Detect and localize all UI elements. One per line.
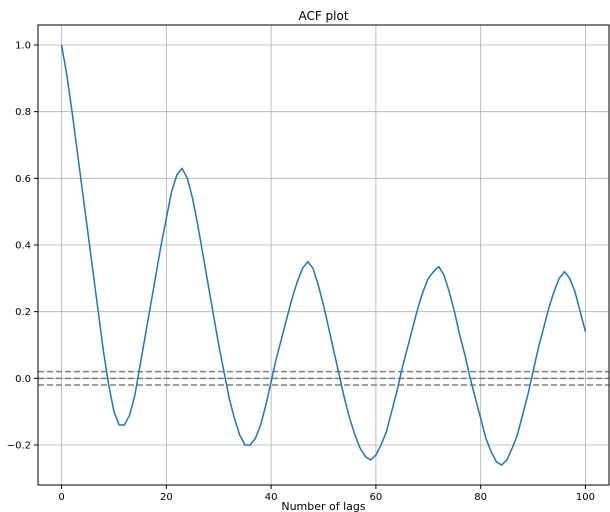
y-tick-label: 0.2 [15,307,31,318]
y-tick-label: 0.4 [15,241,31,252]
x-tick-label: 60 [370,492,383,503]
x-axis-title: Number of lags [281,500,366,512]
x-tick-label: 100 [576,492,595,503]
y-tick-label: 0.6 [15,174,31,185]
grid-lines [38,25,609,485]
series-layer [60,44,587,466]
y-tick-label: 0.8 [15,107,31,118]
y-axis-ticks: −0.2 0.0 0.2 0.4 0.6 0.8 1.0 [7,41,38,452]
y-tick-label: −0.2 [7,441,31,452]
plot-frame [37,24,610,486]
x-tick-label: 20 [160,492,173,503]
y-tick-label: 0.0 [15,374,31,385]
x-tick-label: 80 [474,492,487,503]
y-tick-label: 1.0 [15,41,31,52]
x-tick-label: 40 [265,492,278,503]
acf-series-line [60,44,587,466]
x-axis-ticks: 0 20 40 60 80 100 [58,485,595,503]
chart-title: ACF plot [298,9,348,23]
x-tick-label: 0 [58,492,64,503]
confidence-lines [38,370,609,386]
